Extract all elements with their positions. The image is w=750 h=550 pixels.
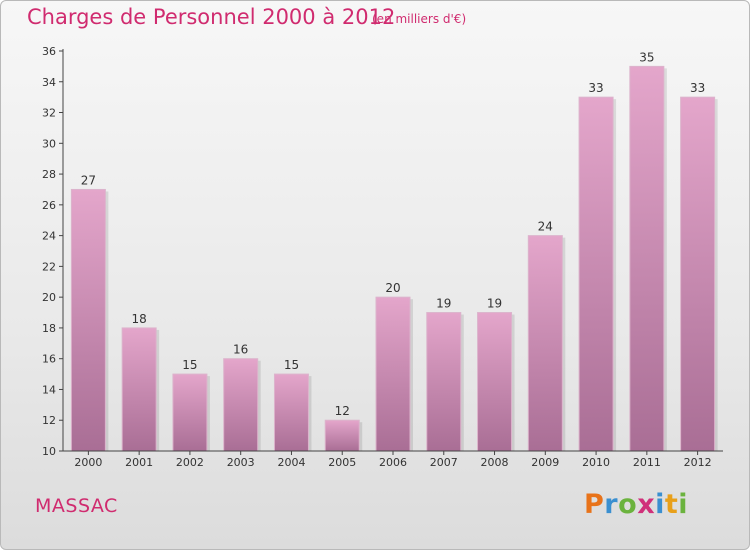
logo-letter: P [584,489,605,520]
x-tick-label-2012: 2012 [684,456,712,469]
y-tick-label-14: 14 [42,383,56,396]
x-tick-label-2006: 2006 [379,456,407,469]
chart-subtitle: (en milliers d'€) [372,12,467,26]
y-tick-label-30: 30 [42,137,56,150]
bar-2011 [629,65,665,452]
y-tick-label-34: 34 [42,76,56,89]
axes [59,49,723,455]
labels-layer: 27 2000 18 2001 15 2002 16 2003 15 2004 12 2005 20 20… [42,45,712,469]
y-tick-label-10: 10 [42,445,56,458]
y-tick-label-18: 18 [42,322,56,335]
bar-2007 [426,312,462,452]
bar-2002 [172,373,208,452]
logo-letter: i [655,489,665,520]
y-tick-label-36: 36 [42,45,56,58]
y-tick-label-24: 24 [42,230,56,243]
x-tick-label-2011: 2011 [633,456,661,469]
logo-letter: t [664,489,679,520]
bar-2000 [70,188,106,452]
bar-2004 [273,373,309,452]
logo-letter: i [678,489,689,520]
data-label-2011: 35 [639,50,654,64]
data-label-2005: 12 [335,404,350,418]
y-tick-label-22: 22 [42,260,56,273]
y-tick-label-32: 32 [42,107,56,120]
y-tick-label-28: 28 [42,168,56,181]
bars-layer [70,65,718,452]
x-tick-label-2002: 2002 [176,456,204,469]
x-tick-label-2001: 2001 [125,456,153,469]
bar-2012 [680,96,716,452]
logo-letter: x [637,489,656,520]
data-label-2006: 20 [385,281,400,295]
y-tick-label-26: 26 [42,199,56,212]
bar-2009 [527,235,563,452]
data-label-2001: 18 [132,312,147,326]
x-tick-label-2003: 2003 [227,456,255,469]
data-label-2012: 33 [690,81,705,95]
data-label-2007: 19 [436,297,451,311]
logo-letter: r [604,489,619,520]
x-tick-label-2008: 2008 [481,456,509,469]
data-label-2003: 16 [233,343,248,357]
bar-chart: 27 2000 18 2001 15 2002 16 2003 15 2004 12 2005 20 20… [42,45,723,469]
x-tick-label-2007: 2007 [430,456,458,469]
y-tick-label-16: 16 [42,353,56,366]
data-label-2004: 15 [284,358,299,372]
bar-2006 [375,296,411,452]
chart-title: Charges de Personnel 2000 à 2012 [27,5,396,29]
x-tick-label-2005: 2005 [328,456,356,469]
proxiti-logo: Proxiti [584,489,688,520]
y-tick-label-20: 20 [42,291,56,304]
bar-2001 [121,327,157,452]
commune-name: MASSAC [35,495,118,517]
data-label-2009: 24 [538,220,553,234]
data-label-2000: 27 [81,173,96,187]
bar-2003 [223,358,259,452]
x-tick-label-2000: 2000 [74,456,102,469]
data-label-2008: 19 [487,297,502,311]
bar-2008 [477,312,513,452]
x-tick-label-2009: 2009 [531,456,559,469]
bar-2010 [578,96,614,452]
data-label-2010: 33 [588,81,603,95]
x-tick-label-2010: 2010 [582,456,610,469]
y-tick-label-12: 12 [42,414,56,427]
bar-2005 [324,419,360,452]
x-tick-label-2004: 2004 [277,456,305,469]
logo-letter: o [618,489,638,520]
data-label-2002: 15 [182,358,197,372]
